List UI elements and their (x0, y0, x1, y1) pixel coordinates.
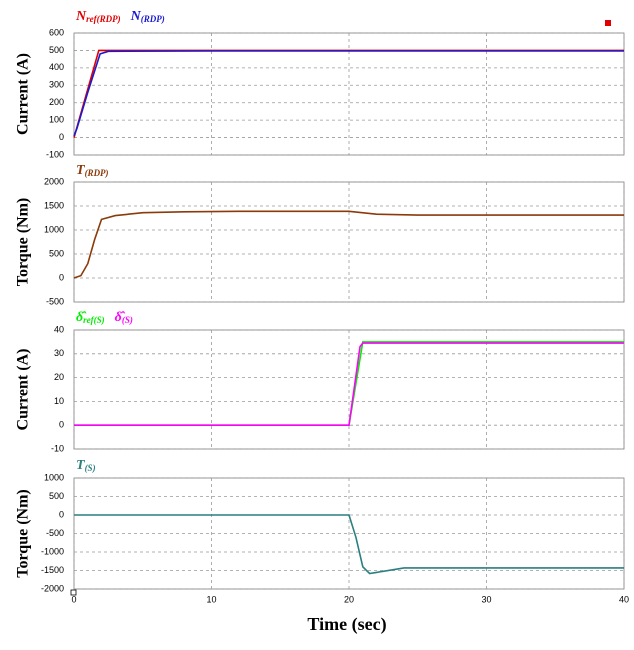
marker-square (605, 20, 611, 26)
y-tick-label: 30 (54, 348, 64, 358)
legend-entry: δ̂(S) (115, 310, 133, 325)
y-axis-label: Torque (Nm) (15, 489, 32, 577)
line-series (74, 514, 624, 575)
legend-entry: Nref(RDP) (75, 9, 121, 24)
y-tick-label: 600 (49, 27, 64, 37)
x-tick-label: 0 (71, 594, 76, 604)
legend-name: δ̂ (76, 310, 87, 325)
y-tick-label: 300 (49, 80, 64, 90)
y-tick-label: 40 (54, 324, 64, 334)
y-tick-label: -500 (46, 528, 64, 538)
legend-entry: δ̂ref(S) (76, 310, 105, 325)
y-tick-label: 1500 (44, 200, 64, 210)
line-series (73, 50, 624, 137)
y-tick-label: -1000 (41, 546, 64, 556)
legend-subscript: ref(S) (83, 315, 105, 325)
x-tick-label: 10 (206, 594, 216, 604)
legend-subscript: (RDP) (141, 14, 165, 24)
y-axis-label: Current (A) (15, 53, 32, 135)
y-tick-label: -1500 (41, 565, 64, 575)
y-tick-label: 400 (49, 62, 64, 72)
plot-area (73, 329, 625, 450)
y-tick-label: -500 (46, 296, 64, 306)
legend-entry: T(RDP) (76, 163, 109, 178)
x-tick-label: 40 (619, 594, 629, 604)
legend-subscript: (S) (85, 463, 96, 473)
legend-entry: N(RDP) (130, 9, 165, 24)
y-tick-label: 200 (49, 97, 64, 107)
x-axis-label: Time (sec) (307, 614, 386, 635)
y-tick-label: 2000 (44, 176, 64, 186)
y-tick-label: 500 (49, 491, 64, 501)
corner-square (70, 589, 77, 596)
y-tick-label: 0 (59, 272, 64, 282)
legend-name: N (75, 9, 87, 24)
legend-subscript: (RDP) (85, 168, 109, 178)
y-axis-label: Current (A) (15, 349, 32, 431)
y-tick-label: 0 (59, 132, 64, 142)
legend-name: T (76, 458, 86, 473)
legend-name: T (76, 163, 86, 178)
legend-subscript: (S) (122, 315, 133, 325)
y-tick-label: -10 (51, 443, 64, 453)
line-series (74, 342, 624, 427)
y-tick-label: 500 (49, 248, 64, 258)
y-tick-label: -2000 (41, 583, 64, 593)
line-series (73, 210, 624, 279)
x-tick-label: 30 (481, 594, 491, 604)
y-tick-label: 1000 (44, 472, 64, 482)
y-tick-label: 0 (59, 509, 64, 519)
y-axis-label: Torque (Nm) (15, 198, 32, 286)
y-tick-label: -100 (46, 149, 64, 159)
legend-name: δ̂ (115, 310, 126, 325)
y-tick-label: 100 (49, 115, 64, 125)
legend-subscript: ref(RDP) (86, 14, 121, 24)
y-tick-label: 20 (54, 372, 64, 382)
x-tick-label: 20 (344, 594, 354, 604)
y-tick-label: 10 (54, 396, 64, 406)
y-tick-label: 0 (59, 420, 64, 430)
y-tick-label: 500 (49, 45, 64, 55)
legend-name: N (130, 9, 142, 24)
legend-entry: T(S) (76, 458, 96, 473)
y-tick-label: 1000 (44, 224, 64, 234)
